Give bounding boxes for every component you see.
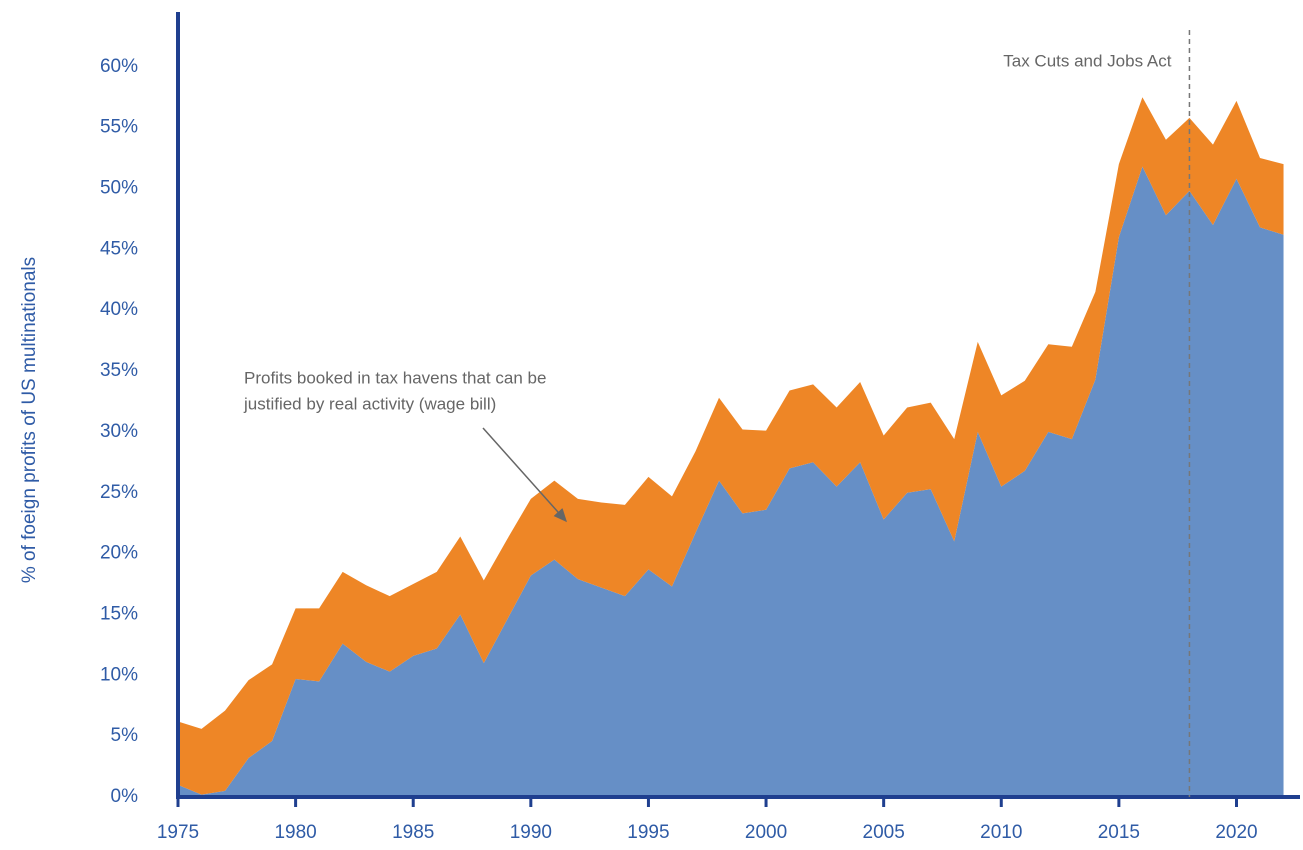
annotation-arrow xyxy=(482,427,567,523)
x-tick-label: 2015 xyxy=(1098,822,1140,843)
y-tick-label: 55% xyxy=(100,117,138,138)
area xyxy=(178,166,1284,797)
x-tick-label: 1980 xyxy=(274,822,316,843)
annotation: justified by real activity (wage bill) xyxy=(243,394,496,413)
x-tick-label: 1995 xyxy=(627,822,669,843)
y-tick-label: 10% xyxy=(100,664,138,685)
y-tick-label: 25% xyxy=(100,482,138,503)
x-tick-label: 1985 xyxy=(392,822,434,843)
y-tick-label: 30% xyxy=(100,421,138,442)
y-tick-label: 0% xyxy=(111,786,139,807)
x-tick-label: 2020 xyxy=(1215,822,1257,843)
y-tick-label: 20% xyxy=(100,543,138,564)
y-tick-label: 60% xyxy=(100,56,138,77)
x-tick-label: 2010 xyxy=(980,822,1022,843)
y-tick-label: 5% xyxy=(111,725,139,746)
y-tick-label: 40% xyxy=(100,299,138,320)
x-tick-label: 2000 xyxy=(745,822,787,843)
plot-area xyxy=(178,97,1284,797)
y-tick-label: 15% xyxy=(100,603,138,624)
y-axis-label: % of foeign profits of US multinationals xyxy=(19,257,40,583)
y-tick-label: 45% xyxy=(100,238,138,259)
y-tick-label: 35% xyxy=(100,360,138,381)
annotation: Profits booked in tax havens that can be xyxy=(244,368,546,387)
x-tick-label: 1975 xyxy=(157,822,199,843)
event-label: Tax Cuts and Jobs Act xyxy=(1003,51,1171,70)
area xyxy=(178,97,1284,795)
y-tick-label: 50% xyxy=(100,177,138,198)
x-tick-label: 1990 xyxy=(510,822,552,843)
x-tick-label: 2005 xyxy=(863,822,905,843)
